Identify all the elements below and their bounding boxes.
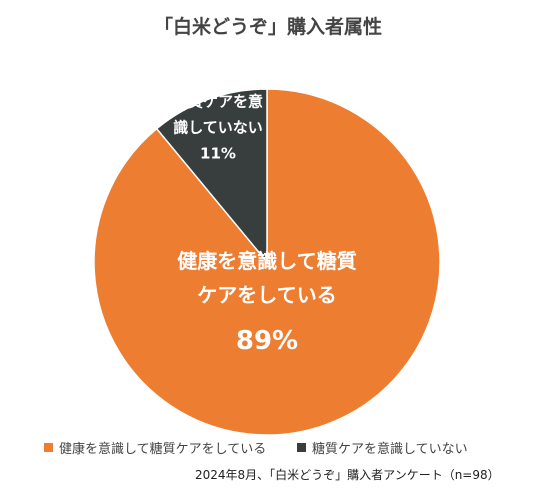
data-label-value: 89% xyxy=(235,326,299,356)
legend-entry: 糖質ケアを意識していない xyxy=(297,438,468,457)
legend-swatch xyxy=(297,443,306,452)
data-label: 健康を意識して糖質ケアをしている 89% xyxy=(172,244,362,356)
data-label-value: 11% xyxy=(200,144,236,163)
data-label: 糖質ケアを意識していない 11% xyxy=(173,90,263,163)
legend-entry: 健康を意識して糖質ケアをしている xyxy=(44,438,266,457)
data-label-category: 健康を意識して糖質ケアをしている xyxy=(177,249,357,307)
data-label-category: 糖質ケアを意識していない xyxy=(173,92,264,137)
legend-label: 健康を意識して糖質ケアをしている xyxy=(59,442,267,457)
pie-slice xyxy=(155,88,268,265)
source-note: 2024年8月、「白米どうぞ」購入者アンケート（n=98） xyxy=(195,468,500,482)
legend-swatch xyxy=(44,443,53,452)
chart-title: 「白米どうぞ」購入者属性 xyxy=(153,16,382,38)
legend-label: 糖質ケアを意識していない xyxy=(312,442,468,457)
